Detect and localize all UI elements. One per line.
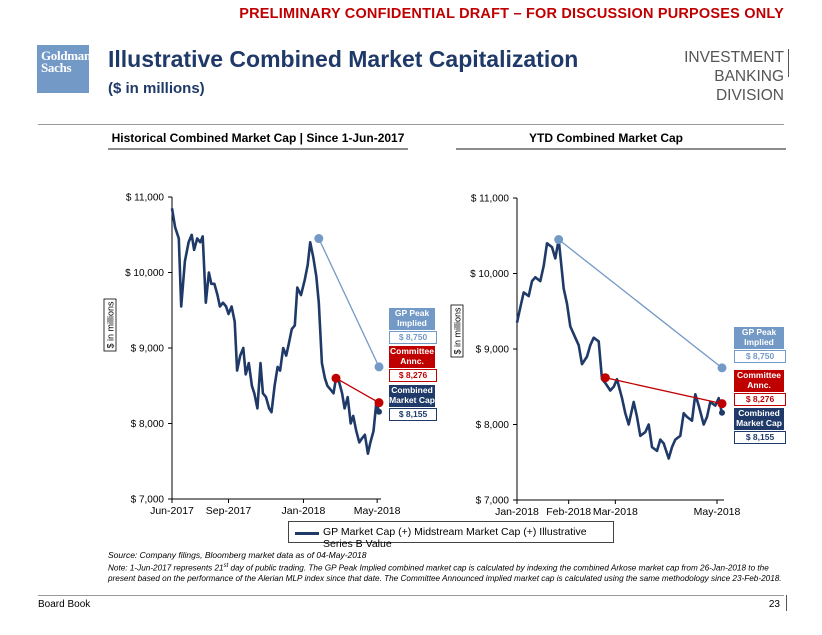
chart2-x-tick-label: Jan-2018 <box>495 506 539 518</box>
chart1-annotation-end-point <box>374 398 384 408</box>
chart2-committee-tag: Committee Annc. <box>734 370 784 392</box>
chart1-annotation-line <box>318 238 380 368</box>
chart2-combined-tag: Combined Market Cap <box>734 408 784 430</box>
chart2-gp-peak-value: $ 8,750 <box>734 350 786 363</box>
chart2-combined-value: $ 8,155 <box>734 431 786 444</box>
chart2-x-tick-label: May-2018 <box>694 506 741 518</box>
goldman-sachs-logo: Goldman Sachs <box>37 45 91 93</box>
chart2-y-tick-label: $ 9,000 <box>476 345 510 356</box>
chart2-committee-value: $ 8,276 <box>734 393 786 406</box>
chart2-y-axis-label-box <box>450 304 464 358</box>
chart2-annotation-start-point <box>554 235 564 245</box>
chart1-committee-value: $ 8,276 <box>389 369 437 382</box>
chart2-annotation-end-point <box>717 363 727 373</box>
chart1-y-tick-label: $ 7,000 <box>131 495 165 506</box>
chart2-gp-peak-tag: GP Peak Implied <box>734 327 784 349</box>
division-divider <box>788 49 789 77</box>
chart1-annotation-end-point <box>374 362 384 372</box>
chart1-committee-tag: Committee Annc. <box>389 346 435 368</box>
chart1-plot: $ 7,000 $ 8,000 $ 9,000 $ 10,000 $ 11,000 Jun… <box>103 193 401 517</box>
chart2-y-axis-label-group: $ in millions <box>450 304 464 358</box>
logo-line-2: Sachs <box>41 60 72 75</box>
logo-line-1: Goldman <box>41 48 91 63</box>
chart2-title-rule <box>456 148 786 150</box>
footer-label: Board Book <box>38 599 91 610</box>
chart2-annotation-end-point <box>717 399 727 409</box>
page-title: Illustrative Combined Market Capitalizat… <box>108 46 579 72</box>
draft-banner: PRELIMINARY CONFIDENTIAL DRAFT – FOR DIS… <box>239 6 784 22</box>
chart2-series-line <box>515 238 724 460</box>
chart2-y-tick-label: $ 8,000 <box>476 420 510 431</box>
chart1-annotation-start-point <box>314 234 324 244</box>
page-subtitle: ($ in millions) <box>108 80 205 97</box>
chart1-combined-tag: Combined Market Cap <box>389 385 435 407</box>
chart1-title-rule <box>108 148 408 150</box>
chart1-annotation-line <box>335 377 380 404</box>
chart2-y-tick-label: $ 7,000 <box>476 496 510 507</box>
chart1-annotation-point <box>376 408 382 415</box>
footnote-rest: day of public trading. The GP Peak Impli… <box>108 563 782 583</box>
footnote-sup: st <box>223 563 229 569</box>
legend-label: GP Market Cap (+) Midstream Market Cap (… <box>323 526 587 550</box>
chart1-x-tick-label: May-2018 <box>354 505 401 517</box>
header-rule <box>38 124 784 125</box>
legend-swatch <box>295 532 319 535</box>
chart2-annotation-line <box>605 377 723 405</box>
chart2-annotation-point <box>719 409 725 416</box>
chart-legend: GP Market Cap (+) Midstream Market Cap (… <box>288 521 614 550</box>
chart1-title: Historical Combined Market Cap | Since 1… <box>111 131 405 145</box>
chart1-x-tick-label: Jan-2018 <box>282 505 326 517</box>
chart1-y-tick-label: $ 8,000 <box>131 419 165 430</box>
division-line-2: DIVISION <box>715 87 784 104</box>
chart1-gp-peak-tag: GP Peak Implied <box>389 308 435 330</box>
chart1-y-tick-label: $ 10,000 <box>125 268 164 279</box>
chart2-y-tick-label: $ 11,000 <box>471 194 510 205</box>
footer-rule <box>38 595 784 596</box>
page-number: 23 <box>768 599 780 610</box>
chart2-x-tick-label: Mar-2018 <box>593 506 638 518</box>
chart1-y-axis-label-box <box>103 298 117 352</box>
chart2-title: YTD Combined Market Cap <box>528 131 684 145</box>
division-line-1: INVESTMENT BANKING <box>684 49 784 85</box>
chart1-annotation-start-point <box>331 373 341 383</box>
chart1-x-tick-label: Sep-2017 <box>206 505 252 517</box>
footnote: Note: 1-Jun-2017 represents 21st day of … <box>108 561 786 584</box>
chart2-annotation-line <box>558 239 723 369</box>
chart1-y-axis-label: $ in millions <box>106 301 116 349</box>
chart2-annotation-start-point <box>600 373 610 383</box>
chart1-combined-value: $ 8,155 <box>389 408 437 421</box>
division-label: INVESTMENT BANKING DIVISION <box>620 48 784 105</box>
source-note: Source: Company filings, Bloomberg marke… <box>108 550 367 560</box>
chart1-y-tick-label: $ 11,000 <box>126 193 165 204</box>
footer-divider <box>786 595 787 611</box>
chart1-y-axis-label-group: $ in millions <box>103 298 117 352</box>
footnote-prefix: Note: 1-Jun-2017 represents 21 <box>108 563 224 573</box>
chart1-series-line <box>170 208 381 456</box>
chart1-x-tick-label: Jun-2017 <box>150 505 194 517</box>
chart1-gp-peak-value: $ 8,750 <box>389 331 437 344</box>
chart2-x-tick-label: Feb-2018 <box>546 506 591 518</box>
chart1-y-tick-label: $ 9,000 <box>131 344 165 355</box>
chart2-y-tick-label: $ 10,000 <box>470 269 509 280</box>
chart2-y-axis-label: $ in millions <box>453 307 463 355</box>
chart2-plot: $ 7,000 $ 8,000 $ 9,000 $ 10,000 $ 11,000 Jan… <box>450 194 741 518</box>
